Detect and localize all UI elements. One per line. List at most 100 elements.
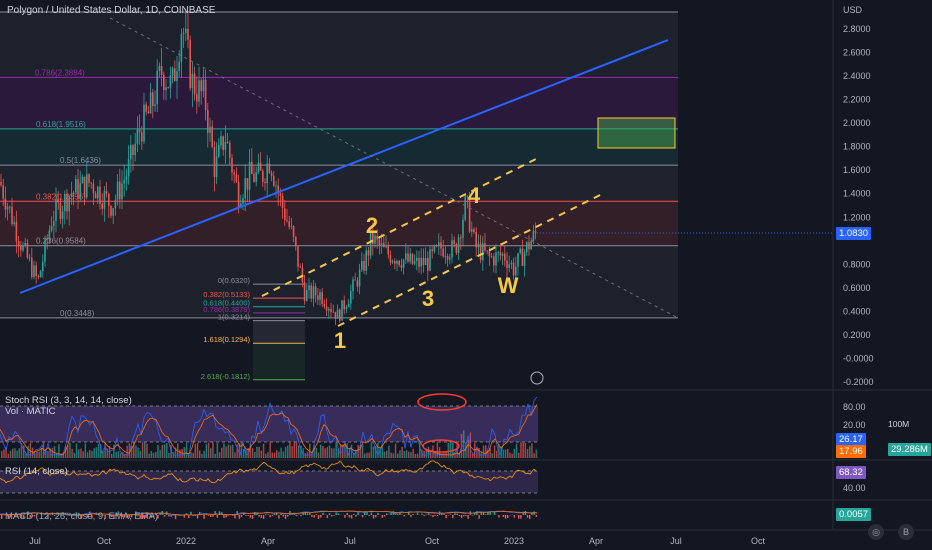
macd-histogram-bar	[311, 515, 313, 517]
macd-histogram-bar	[315, 514, 318, 515]
volume-bar	[364, 453, 366, 458]
volume-bar	[302, 448, 304, 458]
stoch-rsi-label[interactable]: Stoch RSI (3, 3, 14, 14, close)	[5, 395, 132, 406]
candle-body	[270, 172, 273, 177]
volume-bar	[469, 432, 472, 458]
macd-histogram-bar	[423, 515, 425, 517]
candle-body	[504, 253, 506, 261]
fib-ext-label: 1(0.3214)	[218, 313, 251, 322]
candle-body	[490, 256, 493, 258]
volume-bar	[18, 448, 21, 458]
macd-histogram-bar	[456, 513, 458, 515]
macd-histogram-bar	[522, 511, 524, 515]
candle-body	[332, 311, 334, 313]
volume-value: 29.286M	[888, 443, 931, 456]
macd-histogram-bar	[403, 515, 406, 517]
macd-histogram-bar	[443, 514, 445, 515]
candle-body	[198, 80, 200, 102]
macd-histogram-bar	[234, 515, 236, 519]
macd-histogram-bar	[295, 515, 298, 517]
macd-histogram-bar	[31, 515, 34, 517]
volume-label[interactable]: Vol · MATIC	[5, 406, 56, 417]
macd-histogram-bar	[212, 515, 214, 517]
candle-body	[427, 258, 429, 271]
candle-body	[345, 307, 348, 310]
macd-histogram-bar	[291, 513, 293, 515]
macd-histogram-bar	[331, 515, 333, 517]
candle-body	[440, 242, 442, 249]
candle-body	[334, 311, 337, 319]
fib-label: 0.618(1.9516)	[36, 120, 86, 129]
macd-histogram-bar	[82, 515, 84, 516]
volume-bar	[463, 430, 465, 458]
volume-bar	[390, 452, 392, 458]
candle-body	[482, 243, 484, 261]
candle-body	[534, 230, 537, 233]
macd-signal-line	[0, 510, 538, 516]
candle-body	[101, 203, 103, 209]
volume-bar	[64, 445, 67, 458]
macd-histogram-bar	[236, 511, 238, 515]
macd-histogram-bar	[337, 513, 340, 515]
candle-body	[449, 257, 451, 260]
b-icon[interactable]: B	[898, 524, 914, 540]
volume-bar	[73, 452, 76, 458]
candle-body	[46, 239, 48, 241]
volume-bar	[155, 451, 157, 458]
macd-histogram-bar	[210, 515, 212, 517]
candle-body	[81, 176, 84, 184]
volume-bar	[467, 439, 469, 458]
volume-bar	[161, 445, 164, 458]
volume-bar	[214, 453, 216, 458]
candle-body	[409, 253, 411, 262]
volume-bar	[166, 442, 168, 458]
candle-body	[99, 186, 101, 204]
volume-bar	[309, 443, 311, 458]
volume-bar	[148, 453, 150, 458]
candle-body	[420, 257, 422, 267]
candle-body	[39, 270, 42, 278]
macd-histogram-bar	[108, 515, 111, 517]
globe-icon[interactable]: ◎	[868, 524, 884, 540]
volume-bar	[317, 452, 320, 458]
macd-histogram-bar	[216, 515, 219, 518]
macd-histogram-bar	[269, 515, 271, 518]
candle-body	[528, 242, 530, 250]
macd-histogram-bar	[304, 511, 307, 515]
macd-histogram-bar	[113, 515, 115, 519]
candle-body	[121, 183, 123, 200]
macd-histogram-bar	[487, 512, 489, 515]
macd-histogram-bar	[344, 515, 346, 518]
candle-body	[141, 132, 143, 142]
volume-bar	[203, 450, 205, 458]
volume-bar	[106, 448, 109, 458]
volume-bar	[130, 445, 133, 458]
candle-body	[119, 181, 121, 200]
macd-histogram-bar	[498, 515, 500, 518]
candle-body	[277, 185, 279, 194]
symbol-title: Polygon / United States Dollar, 1D, COIN…	[7, 5, 216, 16]
candle-body	[264, 182, 266, 184]
current-price-tag: 1.0830	[836, 227, 872, 240]
volume-bar	[507, 448, 509, 458]
price-tick-label: 0.8000	[843, 259, 871, 269]
candle-body	[455, 244, 458, 253]
candle-body	[83, 176, 86, 198]
wave-label-3: 3	[422, 286, 434, 311]
candle-body	[33, 265, 35, 278]
candle-body	[413, 261, 416, 264]
stoch-d-line	[0, 404, 538, 456]
volume-bar	[465, 441, 467, 458]
candle-body	[138, 129, 141, 133]
volume-bar	[38, 451, 40, 458]
rsi-label[interactable]: RSI (14, close)	[5, 466, 68, 477]
macd-histogram-bar	[454, 513, 456, 515]
volume-bar	[91, 450, 93, 458]
candle-body	[237, 181, 240, 208]
macd-histogram-bar	[350, 515, 353, 519]
macd-label[interactable]: MACD (12, 26, close, 9, EMA, EMA)	[5, 511, 159, 522]
candle-body	[475, 231, 477, 248]
candle-body	[418, 257, 420, 267]
candle-body	[209, 126, 211, 133]
